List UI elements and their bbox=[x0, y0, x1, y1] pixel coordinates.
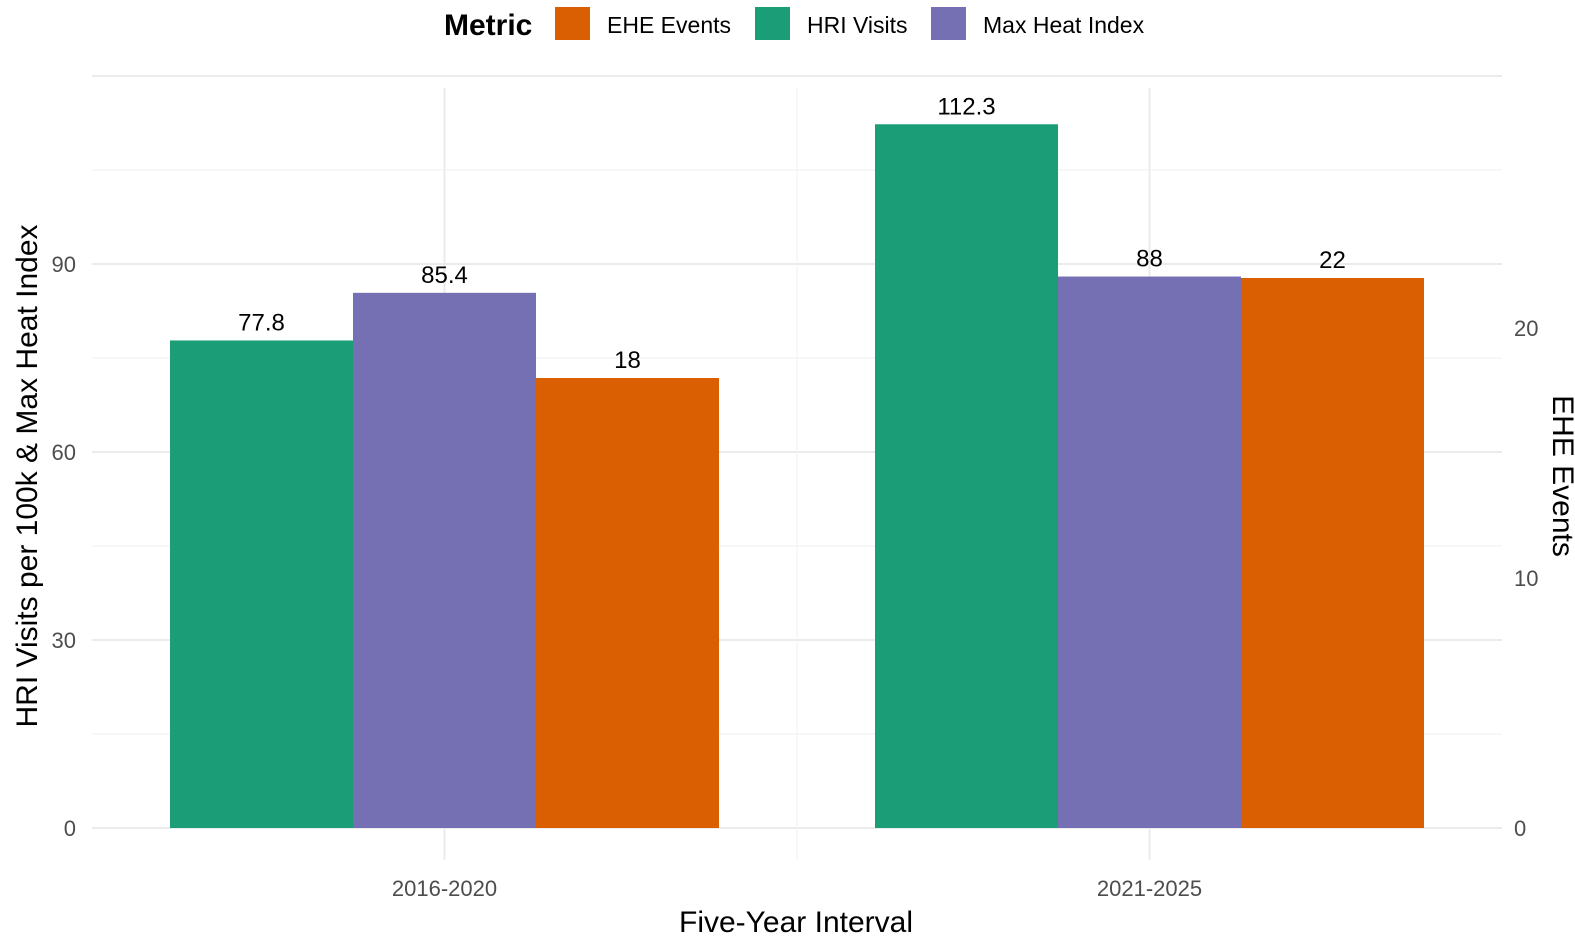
x-axis-ticks: 2016-2020 2021-2025 bbox=[392, 876, 1202, 901]
legend-title: Metric bbox=[444, 9, 532, 42]
bars bbox=[170, 124, 1424, 828]
bar bbox=[875, 124, 1058, 828]
bar bbox=[1058, 276, 1241, 828]
bar-value-label: 88 bbox=[1136, 246, 1163, 273]
bar-value-label: 22 bbox=[1319, 247, 1346, 274]
x-axis-title: Five-Year Interval bbox=[679, 906, 913, 938]
bar bbox=[1241, 278, 1424, 828]
y-axis-left-tick-label: 90 bbox=[52, 252, 76, 277]
legend-key bbox=[755, 7, 790, 40]
x-axis-tick-label: 2021-2025 bbox=[1097, 876, 1202, 901]
y-axis-right-tick-label: 20 bbox=[1514, 316, 1538, 341]
y-axis-right-tick-label: 0 bbox=[1514, 816, 1526, 841]
legend-key bbox=[931, 7, 966, 40]
legend-label: HRI Visits bbox=[807, 12, 908, 38]
bar-value-label: 112.3 bbox=[937, 93, 995, 120]
legend-label: Max Heat Index bbox=[983, 12, 1145, 38]
bar bbox=[170, 340, 353, 828]
legend: Metric EHE Events HRI Visits Max Heat Inde… bbox=[444, 7, 1145, 42]
y-axis-left-tick-label: 60 bbox=[52, 440, 76, 465]
y-axis-left-title: HRI Visits per 100k & Max Heat Index bbox=[11, 225, 44, 728]
legend-key bbox=[555, 7, 590, 40]
y-axis-left-tick-label: 30 bbox=[52, 628, 76, 653]
bar bbox=[536, 378, 719, 828]
y-axis-right-title: EHE Events bbox=[1546, 395, 1575, 557]
y-axis-left-ticks: 0 30 60 90 bbox=[52, 252, 76, 841]
x-axis-tick-label: 2016-2020 bbox=[392, 876, 497, 901]
bar-value-label: 18 bbox=[614, 347, 641, 374]
y-axis-left-tick-label: 0 bbox=[64, 816, 76, 841]
bar bbox=[353, 292, 536, 828]
bar-value-label: 85.4 bbox=[421, 262, 468, 289]
y-axis-right-tick-label: 10 bbox=[1514, 566, 1538, 591]
y-axis-right-ticks: 0 10 20 bbox=[1514, 316, 1538, 841]
legend-label: EHE Events bbox=[607, 12, 731, 38]
bar-value-label: 77.8 bbox=[238, 309, 285, 336]
data-labels: 77.8 85.4 18 112.3 88 22 bbox=[238, 93, 1346, 374]
